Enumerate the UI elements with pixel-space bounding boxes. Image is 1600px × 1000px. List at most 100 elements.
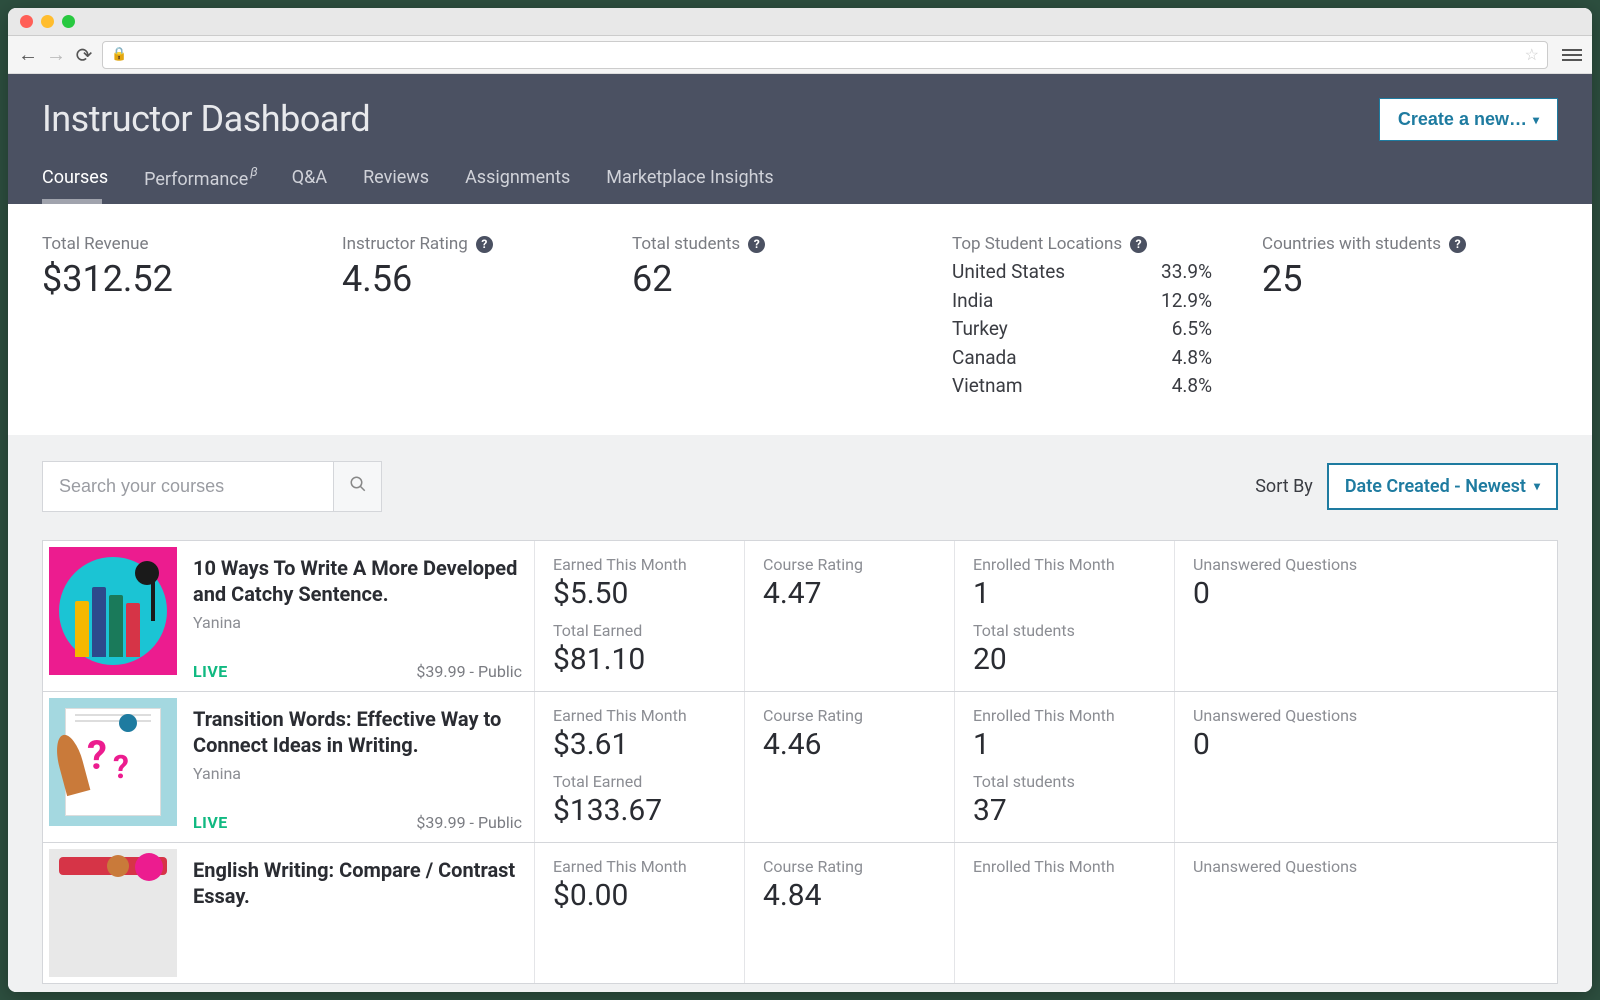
forward-button[interactable]: → — [46, 45, 66, 65]
close-window-button[interactable] — [20, 15, 33, 28]
col-label: Earned This Month — [553, 857, 726, 876]
tab-courses[interactable]: Courses — [42, 167, 108, 204]
col-label: Unanswered Questions — [1193, 706, 1539, 725]
help-icon[interactable]: ? — [1130, 236, 1147, 253]
stat-value: 25 — [1262, 258, 1466, 300]
create-new-button[interactable]: Create a new… ▾ — [1379, 98, 1558, 141]
course-area: Sort By Date Created - Newest ▾ 10 Ways … — [8, 435, 1592, 993]
stat-label: Countries with students ? — [1262, 234, 1466, 254]
col-label: Course Rating — [763, 706, 936, 725]
address-bar[interactable]: 🔒 ☆ — [102, 41, 1548, 69]
location-pct: 4.8% — [1172, 344, 1212, 373]
col-label: Unanswered Questions — [1193, 857, 1539, 876]
course-title: English Writing: Compare / Contrast Essa… — [193, 857, 522, 909]
col-sublabel: Total students — [973, 621, 1156, 640]
location-country: Turkey — [952, 315, 1008, 344]
tab-q-a[interactable]: Q&A — [292, 167, 327, 204]
course-row[interactable]: ? ? Transition Words: Effective Way to C… — [43, 692, 1557, 843]
unanswered-value: 0 — [1193, 576, 1539, 611]
tab-reviews[interactable]: Reviews — [363, 167, 429, 204]
tab-assignments[interactable]: Assignments — [465, 167, 570, 204]
course-price: $39.99 - Public — [416, 813, 522, 832]
col-sublabel: Total Earned — [553, 772, 726, 791]
col-questions: Unanswered Questions — [1175, 843, 1557, 983]
course-main: 10 Ways To Write A More Developed and Ca… — [183, 541, 535, 691]
col-questions: Unanswered Questions 0 — [1175, 692, 1557, 842]
stat-value: 4.56 — [342, 258, 612, 300]
chevron-down-icon: ▾ — [1533, 113, 1539, 127]
total-students-value: 20 — [973, 642, 1156, 677]
location-country: Vietnam — [952, 372, 1023, 401]
stat-label: Top Student Locations ? — [952, 234, 1212, 254]
tab-marketplace-insights[interactable]: Marketplace Insights — [606, 167, 773, 204]
course-row[interactable]: English Writing: Compare / Contrast Essa… — [43, 843, 1557, 983]
title-bar — [8, 8, 1592, 36]
col-label: Course Rating — [763, 555, 936, 574]
search-wrap — [42, 461, 382, 512]
rating-value: 4.47 — [763, 576, 936, 611]
col-label: Unanswered Questions — [1193, 555, 1539, 574]
course-toolbar: Sort By Date Created - Newest ▾ — [42, 461, 1558, 512]
help-icon[interactable]: ? — [748, 236, 765, 253]
search-input[interactable] — [43, 462, 333, 511]
lock-icon: 🔒 — [111, 47, 127, 62]
location-country: United States — [952, 258, 1065, 287]
course-main: Transition Words: Effective Way to Conne… — [183, 692, 535, 842]
page-content: Instructor Dashboard Create a new… ▾ Cou… — [8, 74, 1592, 992]
browser-window: ← → ⟳ 🔒 ☆ Instructor Dashboard Create a … — [8, 8, 1592, 992]
course-title: 10 Ways To Write A More Developed and Ca… — [193, 555, 522, 607]
sort-value: Date Created - Newest — [1345, 476, 1526, 497]
header-banner: Instructor Dashboard Create a new… ▾ Cou… — [8, 74, 1592, 204]
rating-value: 4.84 — [763, 878, 936, 913]
reload-button[interactable]: ⟳ — [74, 45, 94, 65]
header-top: Instructor Dashboard Create a new… ▾ — [42, 98, 1558, 141]
search-icon — [349, 475, 367, 493]
col-label: Enrolled This Month — [973, 706, 1156, 725]
search-button[interactable] — [333, 462, 381, 511]
col-enrolled: Enrolled This Month 1 Total students 20 — [955, 541, 1175, 691]
stat-countries: Countries with students ? 25 — [1262, 234, 1466, 401]
col-label: Earned This Month — [553, 555, 726, 574]
stats-panel: Total Revenue $312.52 Instructor Rating … — [8, 204, 1592, 435]
location-row: India12.9% — [952, 287, 1212, 316]
location-country: Canada — [952, 344, 1017, 373]
stat-label: Instructor Rating ? — [342, 234, 612, 254]
total-earned-value: $133.67 — [553, 793, 726, 828]
location-row: Vietnam4.8% — [952, 372, 1212, 401]
stat-value: 62 — [632, 258, 872, 300]
location-country: India — [952, 287, 993, 316]
col-questions: Unanswered Questions 0 — [1175, 541, 1557, 691]
stat-total-revenue: Total Revenue $312.52 — [42, 234, 322, 401]
beta-badge: β — [250, 165, 257, 180]
course-price: $39.99 - Public — [416, 662, 522, 681]
total-students-value: 37 — [973, 793, 1156, 828]
help-icon[interactable]: ? — [1449, 236, 1466, 253]
course-author: Yanina — [193, 764, 522, 783]
location-row: Turkey6.5% — [952, 315, 1212, 344]
unanswered-value: 0 — [1193, 727, 1539, 762]
maximize-window-button[interactable] — [62, 15, 75, 28]
sort-wrap: Sort By Date Created - Newest ▾ — [1255, 463, 1558, 510]
course-row[interactable]: 10 Ways To Write A More Developed and Ca… — [43, 541, 1557, 692]
sort-select[interactable]: Date Created - Newest ▾ — [1327, 463, 1558, 510]
col-sublabel: Total Earned — [553, 621, 726, 640]
course-thumbnail — [49, 849, 177, 977]
help-icon[interactable]: ? — [476, 236, 493, 253]
course-author: Yanina — [193, 613, 522, 632]
minimize-window-button[interactable] — [41, 15, 54, 28]
stat-value: $312.52 — [42, 258, 322, 300]
earned-month-value: $0.00 — [553, 878, 726, 913]
browser-toolbar: ← → ⟳ 🔒 ☆ — [8, 36, 1592, 74]
back-button[interactable]: ← — [18, 45, 38, 65]
col-rating: Course Rating 4.47 — [745, 541, 955, 691]
bookmark-star-icon[interactable]: ☆ — [1525, 45, 1539, 64]
sort-label: Sort By — [1255, 476, 1313, 497]
tab-performance[interactable]: Performanceβ — [144, 167, 256, 204]
location-list: United States33.9%India12.9%Turkey6.5%Ca… — [952, 258, 1212, 401]
course-thumbnail: ? ? — [49, 698, 177, 826]
chevron-down-icon: ▾ — [1534, 479, 1540, 493]
enrolled-month-value: 1 — [973, 727, 1156, 762]
live-badge: LIVE — [193, 662, 228, 681]
total-earned-value: $81.10 — [553, 642, 726, 677]
menu-button[interactable] — [1562, 49, 1582, 61]
